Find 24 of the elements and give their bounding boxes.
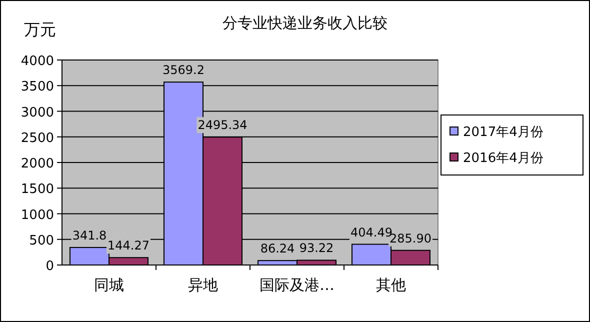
y-tick-label: 4000 <box>20 54 54 69</box>
y-tick-label: 0 <box>46 259 54 274</box>
data-label: 93.22 <box>299 241 334 256</box>
legend-label: 2016年4月份 <box>463 151 544 166</box>
x-tick-label: 同城 <box>94 276 124 294</box>
y-tick-label: 3000 <box>20 105 54 120</box>
y-tick-label: 2500 <box>20 130 54 146</box>
data-label: 144.27 <box>108 238 150 253</box>
data-label: 404.49 <box>350 225 392 240</box>
y-tick-label: 500 <box>29 233 54 248</box>
chart-title: 分专业快递业务收入比较 <box>222 14 388 32</box>
y-tick-label: 1500 <box>20 182 54 198</box>
data-label: 2495.34 <box>198 118 248 132</box>
data-label: 86.24 <box>260 242 295 256</box>
data-label: 341.8 <box>72 228 107 242</box>
x-tick-label: 其他 <box>376 276 406 294</box>
x-tick-label: 异地 <box>188 276 218 294</box>
legend-label: 2017年4月份 <box>463 125 544 140</box>
y-axis-title: 万元 <box>24 20 56 39</box>
y-tick-label: 1000 <box>20 208 54 223</box>
data-label: 3569.2 <box>162 63 204 78</box>
y-tick-label: 2000 <box>20 156 54 172</box>
y-tick-label: 3500 <box>20 80 54 95</box>
x-tick-label: 国际及港… <box>260 276 334 294</box>
